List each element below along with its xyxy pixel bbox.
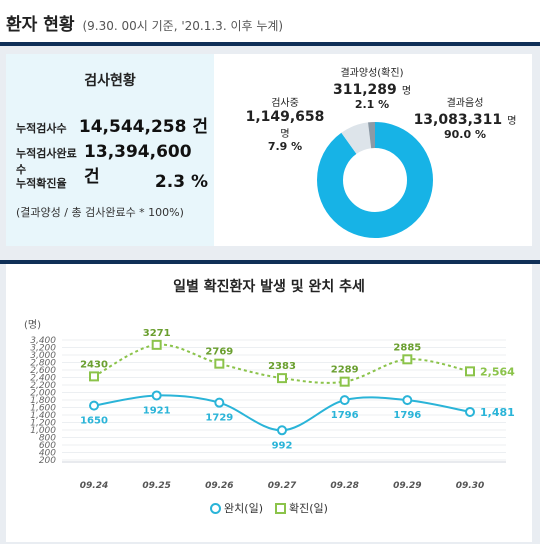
pie-label-testing: 검사중 1,149,658 명 7.9 % <box>240 94 330 153</box>
y-tick-label: 2,800 <box>30 359 56 369</box>
divider <box>0 42 540 46</box>
stat-value: 2.3 % <box>154 172 208 192</box>
data-label-confirmed: 2769 <box>205 347 233 358</box>
y-tick-label: 3,000 <box>30 351 56 361</box>
pie-label-positive: 결과양성(확진) 311,289 명 2.1 % <box>322 64 422 111</box>
square-marker-icon <box>275 502 286 514</box>
pie-label-text: 검사중 <box>271 98 299 109</box>
data-label-recovered: 992 <box>272 440 293 451</box>
x-tick-label: 09.25 <box>142 481 170 490</box>
stat-row: 누적확진율 2.3 % <box>16 172 208 192</box>
pie-value: 13,083,311 <box>413 112 503 128</box>
stat-value: 13,394,600 건 <box>84 142 192 187</box>
stat-note: (결과양성 / 총 검사완료수 * 100%) <box>16 206 184 219</box>
data-label-recovered: 1796 <box>393 410 421 421</box>
x-tick-label: 09.27 <box>268 481 297 490</box>
y-tick-label: 2,400 <box>30 374 56 384</box>
data-label-recovered: 1,481 <box>480 406 515 419</box>
y-tick-label: 800 <box>39 434 56 444</box>
data-point-confirmed[interactable] <box>277 373 287 384</box>
test-status-card: 검사현황 누적검사수 14,544,258 건 누적검사완료수 13,394,6… <box>6 54 214 246</box>
y-tick-label: 3,400 <box>30 336 56 346</box>
data-label-recovered: 1921 <box>143 405 171 416</box>
y-tick-label: 400 <box>39 449 56 459</box>
stat-label: 누적검사완료수 <box>16 147 77 176</box>
data-label-confirmed: 2430 <box>80 359 108 370</box>
test-status-title: 검사현황 <box>84 73 136 89</box>
data-label-confirmed: 2289 <box>331 365 359 376</box>
data-label-confirmed: 2383 <box>268 361 296 372</box>
pie-value: 1,149,658 <box>245 109 325 125</box>
legend-label: 확진(일) <box>289 502 328 515</box>
page-title: 환자 현황 <box>6 15 75 35</box>
legend-label: 완치(일) <box>224 502 263 515</box>
y-tick-label: 1,400 <box>30 411 56 421</box>
data-label-confirmed: 2885 <box>393 342 421 353</box>
pie-unit: 명 <box>280 129 290 140</box>
data-point-recovered[interactable] <box>89 400 99 411</box>
page-subtitle: (9.30. 00시 기준, '20.1.3. 이후 누계) <box>82 19 284 33</box>
pie-unit: 명 <box>401 86 412 97</box>
x-tick-label: 09.30 <box>456 481 484 490</box>
data-point-recovered[interactable] <box>214 397 225 408</box>
pie-value: 311,289 <box>332 82 397 98</box>
chart-title: 일별 확진환자 발생 및 완치 추세 <box>173 279 365 295</box>
stat-value: 14,544,258 건 <box>78 117 208 137</box>
pie-label-negative: 결과음성 13,083,311 명 90.0 % <box>410 94 520 141</box>
data-point-recovered[interactable] <box>277 425 287 436</box>
data-label-recovered: 1796 <box>331 410 359 421</box>
y-tick-label: 1,800 <box>30 396 56 406</box>
stat-row: 누적검사완료수 13,394,600 건 <box>16 142 208 187</box>
data-point-confirmed[interactable] <box>214 358 225 369</box>
x-tick-label: 09.28 <box>330 481 358 490</box>
y-tick-label: 1,600 <box>30 404 56 414</box>
y-tick-label: 600 <box>39 441 56 451</box>
y-tick-label: 1,000 <box>30 426 56 436</box>
y-tick-label: 3,200 <box>30 344 56 354</box>
pie-percent: 90.0 % <box>444 128 486 141</box>
y-tick-label: 200 <box>39 456 56 466</box>
stat-label: 누적확진율 <box>16 177 67 190</box>
y-tick-label: 2,200 <box>30 381 56 391</box>
data-label-recovered: 1729 <box>205 413 233 424</box>
pie-slice-negative <box>317 122 433 238</box>
page-header: 환자 현황 (9.30. 00시 기준, '20.1.3. 이후 누계) <box>6 10 283 38</box>
y-tick-label: 2,000 <box>30 389 56 399</box>
pie-percent: 7.9 % <box>267 140 303 153</box>
x-tick-label: 09.24 <box>80 481 108 490</box>
y-tick-label: 1,200 <box>30 419 56 429</box>
legend-item-confirmed[interactable]: 확진(일) <box>275 500 328 516</box>
trend-line-chart: 3,4003,2003,0002,8002,6002,4002,2002,000… <box>30 328 515 490</box>
chart-legend: 완치(일) 확진(일) <box>6 500 532 516</box>
pie-unit: 명 <box>507 116 517 127</box>
data-point-recovered[interactable] <box>339 395 350 406</box>
y-unit-label: (명) <box>24 320 42 331</box>
donut-chart <box>317 122 433 238</box>
pie-slice-positive <box>317 122 433 238</box>
circle-marker-icon <box>210 502 222 514</box>
data-point-confirmed[interactable] <box>89 371 99 382</box>
legend-item-recovered[interactable]: 완치(일) <box>210 500 263 516</box>
trend-chart-card: 일별 확진환자 발생 및 완치 추세 (명) 3,400 3,200 3,000 2,… <box>6 264 532 542</box>
data-point-confirmed[interactable] <box>151 339 162 350</box>
data-label-confirmed: 3271 <box>143 328 171 339</box>
pie-label-text: 결과음성 <box>446 98 484 109</box>
data-point-confirmed[interactable] <box>402 354 413 365</box>
data-point-confirmed[interactable] <box>339 376 350 387</box>
data-label-recovered: 1650 <box>80 416 108 427</box>
stat-row: 누적검사수 14,544,258 건 <box>16 112 208 137</box>
divider <box>0 260 540 264</box>
pie-percent: 2.1 % <box>354 98 390 111</box>
data-point-recovered[interactable] <box>465 406 475 417</box>
data-point-confirmed[interactable] <box>465 366 475 377</box>
x-tick-label: 09.29 <box>393 481 421 490</box>
stat-label: 누적검사수 <box>16 122 67 135</box>
data-point-recovered[interactable] <box>151 390 162 401</box>
x-tick-label: 09.26 <box>205 481 233 490</box>
result-pie-card: 결과양성(확진) 311,289 명 2.1 % 검사중 1,149,658 명… <box>214 54 532 246</box>
pie-label-text: 결과양성(확진) <box>340 68 404 79</box>
data-point-recovered[interactable] <box>402 395 413 406</box>
data-label-confirmed: 2,564 <box>480 365 515 378</box>
y-tick-label: 2,600 <box>30 366 56 376</box>
